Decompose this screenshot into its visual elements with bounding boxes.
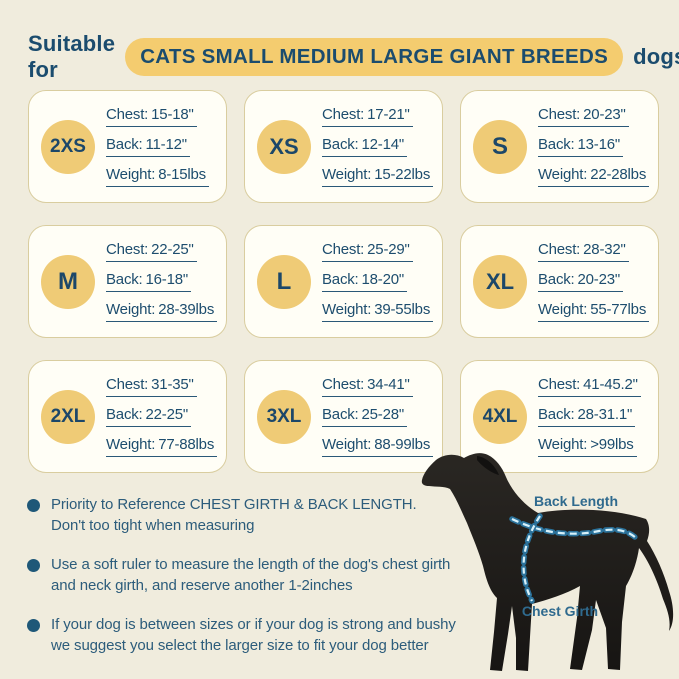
weight-measure: Weight: 39-55lbs	[322, 301, 434, 322]
weight-measure: Weight: 8-15lbs	[106, 166, 209, 187]
size-card-m: M Chest: 22-25" Back: 16-18" Weight: 28-39l…	[28, 225, 227, 338]
bullet-icon	[27, 559, 40, 572]
chest-measure: Chest: 25-29"	[322, 241, 413, 262]
weight-measure: Weight: 15-22lbs	[322, 166, 434, 187]
weight-measure: Weight: 55-77lbs	[538, 301, 650, 322]
weight-measure: Weight: 88-99lbs	[322, 436, 434, 457]
size-badge: 3XL	[257, 389, 311, 444]
size-measures: Chest: 20-23" Back: 13-16" Weight: 22-28lbs	[538, 102, 650, 192]
tip-item: Use a soft ruler to measure the length o…	[27, 554, 477, 596]
weight-measure: Weight: 22-28lbs	[538, 166, 650, 187]
dog-diagram-svg: Back Length Chest Girth	[421, 453, 674, 671]
tip-item: Priority to Reference CHEST GIRTH & BACK…	[27, 494, 477, 536]
header-prefix: Suitable for	[28, 31, 116, 82]
size-grid: 2XS Chest: 15-18" Back: 11-12" Weight: 8-15…	[28, 90, 659, 473]
chest-measure: Chest: 20-23"	[538, 106, 629, 127]
back-measure: Back: 18-20"	[322, 271, 408, 292]
size-badge: M	[41, 254, 95, 309]
size-badge: 2XS	[41, 119, 95, 174]
back-measure: Back: 12-14"	[322, 136, 408, 157]
size-measures: Chest: 34-41" Back: 25-28" Weight: 88-99lbs	[322, 372, 434, 462]
back-measure: Back: 28-31.1"	[538, 406, 636, 427]
back-length-label: Back Length	[534, 493, 618, 509]
size-card-xs: XS Chest: 17-21" Back: 12-14" Weight: 15-22…	[244, 90, 443, 203]
dog-measurement-diagram: Back Length Chest Girth	[419, 450, 679, 679]
size-measures: Chest: 17-21" Back: 12-14" Weight: 15-22lbs	[322, 102, 434, 192]
back-measure: Back: 20-23"	[538, 271, 624, 292]
size-measures: Chest: 15-18" Back: 11-12" Weight: 8-15lbs	[106, 102, 209, 192]
tip-item: If your dog is between sizes or if your …	[27, 614, 477, 656]
size-card-4xl: 4XL Chest: 41-45.2" Back: 28-31.1" Weight:…	[460, 360, 659, 473]
chest-measure: Chest: 41-45.2"	[538, 376, 641, 397]
back-measure: Back: 22-25"	[106, 406, 192, 427]
chest-girth-label: Chest Girth	[522, 603, 598, 619]
size-measures: Chest: 31-35" Back: 22-25" Weight: 77-88lbs	[106, 372, 218, 462]
header-highlight-pill: CATS SMALL MEDIUM LARGE GIANT BREEDS	[125, 38, 624, 76]
size-badge: S	[473, 119, 527, 174]
chest-measure: Chest: 15-18"	[106, 106, 197, 127]
back-measure: Back: 13-16"	[538, 136, 624, 157]
header: Suitable for CATS SMALL MEDIUM LARGE GIA…	[28, 31, 679, 83]
size-card-xl: XL Chest: 28-32" Back: 20-23" Weight: 55-77…	[460, 225, 659, 338]
size-card-2xs: 2XS Chest: 15-18" Back: 11-12" Weight: 8-15…	[28, 90, 227, 203]
weight-measure: Weight: >99lbs	[538, 436, 637, 457]
bullet-icon	[27, 619, 40, 632]
measuring-tips: Priority to Reference CHEST GIRTH & BACK…	[27, 494, 477, 674]
size-card-2xl: 2XL Chest: 31-35" Back: 22-25" Weight: 77-8…	[28, 360, 227, 473]
chest-girth-line-highlight	[522, 515, 541, 602]
chest-measure: Chest: 28-32"	[538, 241, 629, 262]
chest-measure: Chest: 31-35"	[106, 376, 197, 397]
size-badge: XL	[473, 254, 527, 309]
tip-text: If your dog is between sizes or if your …	[51, 616, 456, 654]
back-measure: Back: 25-28"	[322, 406, 408, 427]
tip-text: Priority to Reference CHEST GIRTH & BACK…	[51, 496, 417, 534]
size-badge: 4XL	[473, 389, 527, 444]
chest-measure: Chest: 22-25"	[106, 241, 197, 262]
size-card-l: L Chest: 25-29" Back: 18-20" Weight: 39-55l…	[244, 225, 443, 338]
chest-measure: Chest: 34-41"	[322, 376, 413, 397]
size-measures: Chest: 22-25" Back: 16-18" Weight: 28-39lbs	[106, 237, 218, 327]
size-card-s: S Chest: 20-23" Back: 13-16" Weight: 22-28l…	[460, 90, 659, 203]
weight-measure: Weight: 28-39lbs	[106, 301, 218, 322]
dog-silhouette	[421, 453, 674, 671]
back-measure: Back: 16-18"	[106, 271, 192, 292]
size-measures: Chest: 41-45.2" Back: 28-31.1" Weight: >99l…	[538, 372, 641, 462]
size-badge: XS	[257, 119, 311, 174]
header-suffix: dogs	[633, 44, 679, 69]
size-measures: Chest: 28-32" Back: 20-23" Weight: 55-77lbs	[538, 237, 650, 327]
size-badge: 2XL	[41, 389, 95, 444]
dog-ear	[477, 456, 499, 475]
chest-measure: Chest: 17-21"	[322, 106, 413, 127]
size-card-3xl: 3XL Chest: 34-41" Back: 25-28" Weight: 88-9…	[244, 360, 443, 473]
tip-text: Use a soft ruler to measure the length o…	[51, 556, 451, 594]
size-badge: L	[257, 254, 311, 309]
weight-measure: Weight: 77-88lbs	[106, 436, 218, 457]
size-measures: Chest: 25-29" Back: 18-20" Weight: 39-55lbs	[322, 237, 434, 327]
back-measure: Back: 11-12"	[106, 136, 190, 157]
bullet-icon	[27, 499, 40, 512]
